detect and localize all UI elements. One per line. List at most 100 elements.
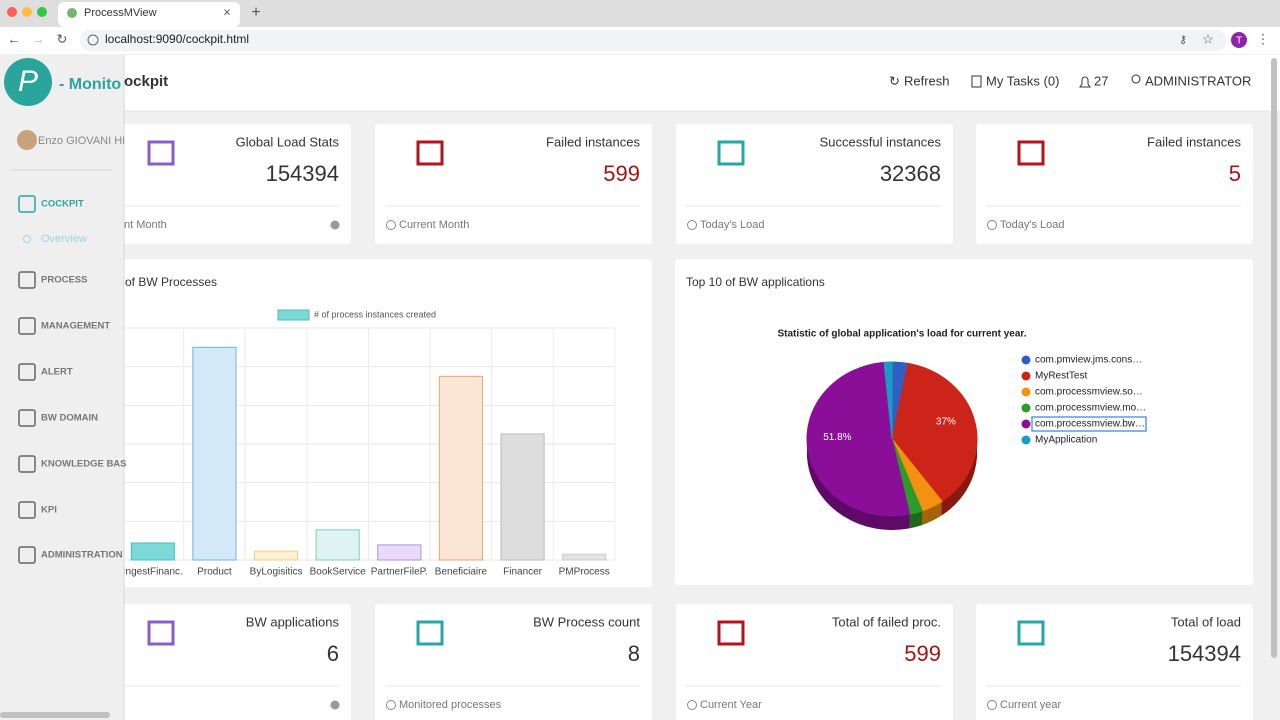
legend-focus[interactable] (1031, 416, 1147, 432)
legend-label[interactable]: com.processmview.bw… (1035, 419, 1145, 430)
nav-item[interactable]: PROCESS (41, 275, 87, 286)
pie-slice (883, 361, 893, 440)
bar-panel (100, 259, 652, 587)
site-info[interactable] (87, 34, 99, 46)
nav-item[interactable]: KPI (41, 505, 57, 516)
reload[interactable]: ↻ (57, 31, 68, 46)
menu[interactable]: ⋮ (1257, 31, 1270, 46)
legend-dot (1021, 403, 1031, 413)
nav-item[interactable]: BW DOMAIN (41, 413, 98, 424)
main-content: Global Load Stats 154394 nt Month Failed in… (100, 124, 1253, 720)
nav-icon (18, 546, 36, 564)
key-icon[interactable]: ⚷ (1179, 34, 1187, 46)
user-name[interactable]: Enzo GIOVANI HI (38, 135, 125, 147)
close-window[interactable] (7, 7, 17, 17)
user-menu[interactable]: ADMINISTRATOR (1145, 73, 1251, 88)
tab-icon (67, 8, 77, 18)
bar (253, 550, 299, 561)
card (676, 604, 953, 720)
h-scrollbar[interactable] (0, 712, 110, 718)
scrollbar[interactable] (1271, 58, 1277, 658)
card-footer: nt Month (124, 219, 167, 231)
back[interactable]: ← (8, 31, 21, 46)
card-footer: Current Month (399, 219, 469, 231)
card (100, 124, 351, 244)
minimize-window[interactable] (22, 7, 32, 17)
logo (4, 58, 52, 106)
help-icon[interactable] (330, 220, 340, 230)
app-header (0, 55, 1280, 111)
card-value: 32368 (880, 161, 941, 186)
refresh[interactable]: Refresh (904, 73, 950, 88)
card-footer: Today's Load (700, 219, 764, 231)
card-title: Successful instances (820, 134, 942, 149)
bar (130, 542, 175, 561)
bookmark[interactable]: ☆ (1202, 31, 1214, 46)
card-title: Total of load (1171, 614, 1241, 629)
nav-icon (18, 317, 36, 335)
x-tick-label: IngestFinanc. (123, 567, 183, 578)
help-icon[interactable] (330, 700, 340, 710)
card-value: 154394 (266, 161, 339, 186)
tasks-icon (971, 75, 982, 88)
card-title: BW Process count (533, 614, 640, 629)
legend-label[interactable]: com.pmview.jms.cons… (1035, 355, 1142, 366)
slice-label: 37% (936, 416, 956, 427)
card-title: BW applications (246, 614, 340, 629)
footer-icon (386, 700, 396, 710)
legend-dot (1021, 435, 1031, 445)
nav-icon (18, 271, 36, 289)
bar (377, 544, 422, 561)
nav-item[interactable]: KNOWLEDGE BAS (41, 459, 127, 470)
legend-dot (1021, 371, 1031, 381)
legend-label[interactable]: com.processmview.so… (1035, 387, 1143, 398)
address-bar[interactable] (80, 30, 1226, 51)
nav-item[interactable]: Overview (41, 233, 87, 245)
x-tick-label: Beneficiaire (435, 567, 488, 578)
bar (192, 346, 237, 561)
nav-item[interactable]: COCKPIT (41, 199, 84, 210)
nav-item[interactable]: ADMINISTRATION (41, 550, 123, 561)
x-tick-label: ByLogisitics (250, 567, 303, 578)
bar (438, 375, 484, 561)
nav-item[interactable]: MANAGEMENT (41, 321, 110, 332)
new-tab[interactable]: + (251, 4, 260, 21)
card-value: 5 (1229, 161, 1241, 186)
url: localhost:9090/cockpit.html (105, 32, 249, 46)
nav-icon (18, 455, 36, 473)
card-title: Failed instances (546, 134, 640, 149)
brand: - Monito (59, 76, 121, 93)
sidebar-bg (0, 55, 124, 720)
card-icon (416, 140, 444, 166)
footer-icon (687, 220, 697, 230)
nav-icon (18, 363, 36, 381)
refresh-icon[interactable]: ↻ (889, 73, 900, 88)
legend-dot (1021, 419, 1031, 429)
my-tasks[interactable]: My Tasks (0) (986, 73, 1059, 88)
pie-slice (806, 361, 911, 517)
maximize-window[interactable] (37, 7, 47, 17)
sidebar: P - Monito Enzo GIOVANI HI COCKPIT Overvi… (0, 55, 127, 720)
profile-initial: T (1236, 36, 1242, 47)
footer-icon (687, 700, 697, 710)
notifications[interactable]: 27 (1094, 73, 1108, 88)
tab[interactable] (58, 2, 240, 27)
nav-item[interactable]: ALERT (41, 367, 73, 378)
legend-label[interactable]: MyApplication (1035, 435, 1097, 446)
card-title: Failed instances (1147, 134, 1241, 149)
tab-close[interactable]: × (223, 4, 231, 19)
card-icon (1017, 140, 1045, 166)
legend-swatch (277, 309, 310, 321)
legend-label[interactable]: MyRestTest (1035, 371, 1087, 382)
x-tick-label: BookService (310, 567, 367, 578)
card-footer: Today's Load (1000, 219, 1064, 231)
slice-label: 51.8% (823, 432, 851, 443)
logo-letter: P (18, 65, 38, 98)
x-tick-label: PMProcess (559, 567, 610, 578)
bell-icon (1079, 76, 1091, 88)
card (375, 604, 652, 720)
legend-label[interactable]: com.processmview.mo… (1035, 403, 1146, 414)
forward[interactable]: → (32, 31, 45, 46)
panel-title: Top 10 of BW applications (686, 275, 825, 289)
profile[interactable] (1231, 32, 1247, 48)
